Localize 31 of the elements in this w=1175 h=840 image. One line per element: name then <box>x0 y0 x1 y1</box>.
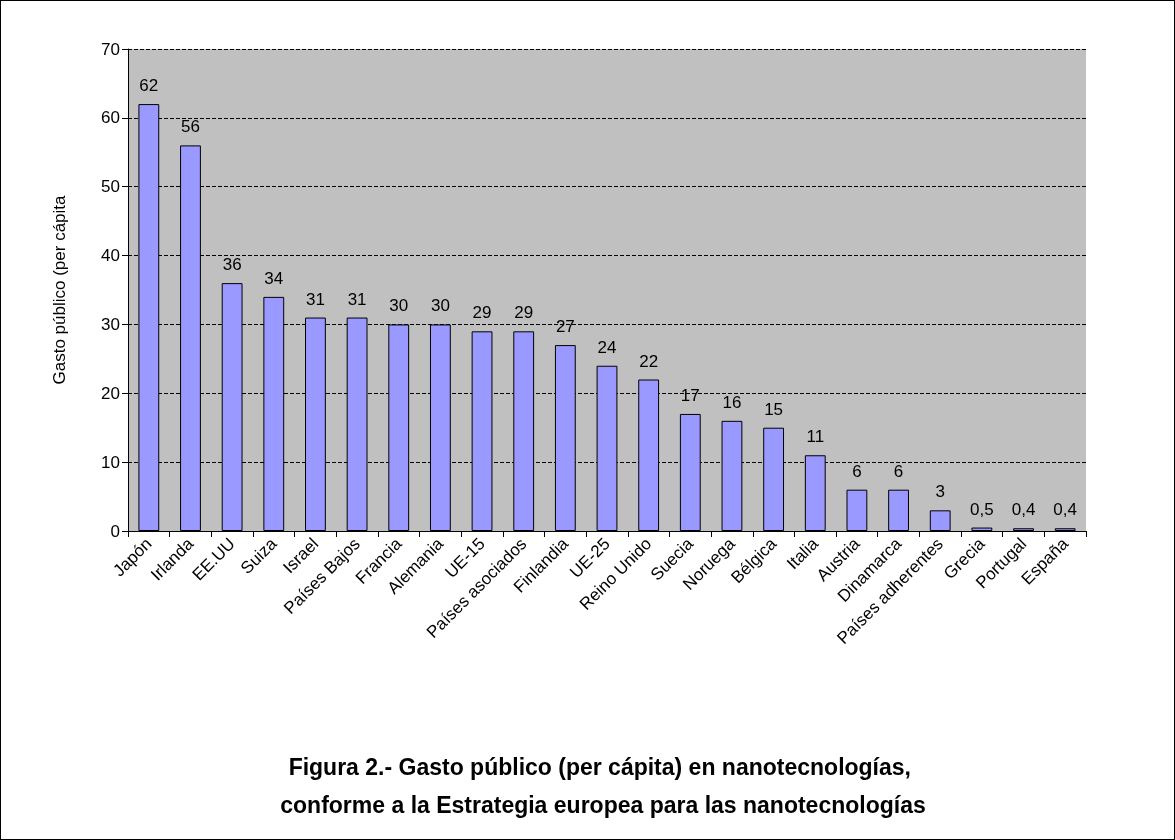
data-label: 6 <box>852 461 862 481</box>
y-tick-label: 40 <box>101 246 120 266</box>
data-label: 11 <box>806 427 825 447</box>
data-label: 62 <box>139 76 159 96</box>
data-label: 29 <box>514 303 534 323</box>
data-label: 56 <box>181 117 200 137</box>
data-label: 36 <box>222 255 242 275</box>
data-label: 24 <box>597 337 617 357</box>
text: Figura 2.- Gasto público (per cápita) en nanotecnologías, conforme a la Estrategia europea para las nanotecnologías <box>280 754 926 818</box>
y-tick-label: 20 <box>101 383 120 403</box>
data-label: 15 <box>764 399 784 419</box>
y-tick-label: 30 <box>101 314 120 334</box>
data-label: 0,4 <box>1053 500 1077 520</box>
data-label: 22 <box>639 351 659 371</box>
data-label: 30 <box>389 296 409 316</box>
y-tick-label: 60 <box>101 108 120 128</box>
data-label: 3 <box>935 482 945 502</box>
data-label: 0,4 <box>1011 500 1036 520</box>
data-label: 30 <box>430 296 450 316</box>
y-tick-label: 10 <box>101 452 120 472</box>
data-label: 6 <box>893 461 904 481</box>
y-tick-label: 0 <box>110 521 120 541</box>
data-label: 0,5 <box>970 499 994 519</box>
data-label: 34 <box>264 268 284 288</box>
data-label: 16 <box>722 392 742 412</box>
y-tick-label: 50 <box>101 177 120 197</box>
y-tick-label: 70 <box>101 39 120 59</box>
data-label: 29 <box>472 303 492 323</box>
data-label: 31 <box>305 289 325 309</box>
data-label: 31 <box>347 289 367 309</box>
y-axis-title: Gasto público (per cápita <box>50 194 69 385</box>
